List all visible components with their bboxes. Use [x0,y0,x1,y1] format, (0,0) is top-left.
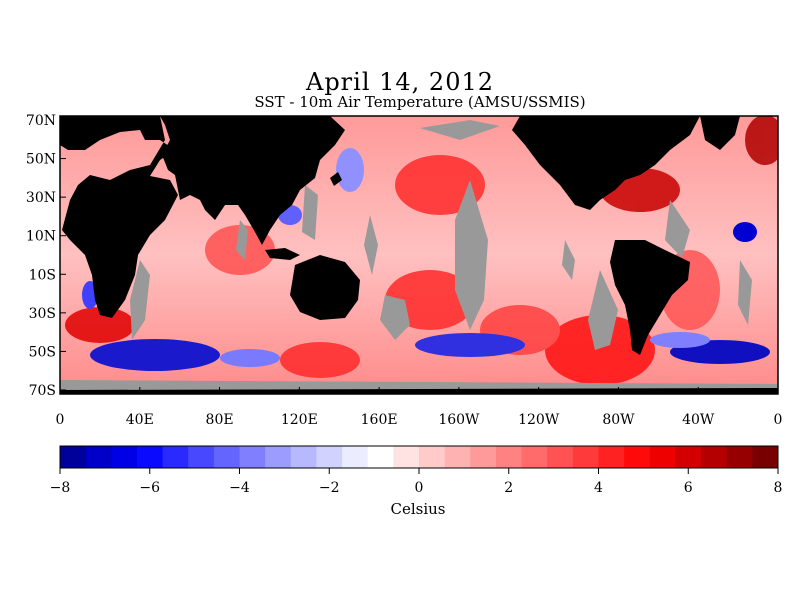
asia-land [160,116,345,245]
lon-tick-label: 80E [206,412,234,428]
lon-tick-label: 160W [438,412,480,428]
lat-tick-label: 70S [29,383,56,399]
japan-islands [330,172,342,186]
greenland-land [700,116,740,150]
lat-tick-label: 30N [26,190,56,206]
lat-tick-label: 10N [26,229,56,245]
lat-tick-label: 10S [29,267,56,283]
lon-tick-label: 160E [361,412,398,428]
lon-tick-label: 80W [602,412,635,428]
lon-tick-label: 40E [126,412,154,428]
land-masses [60,116,778,394]
cool-anomaly-regions [82,148,770,371]
latitude-axis: 70N 50N 30N 10N 10S 30S 50S 70S [26,113,66,399]
lat-tick-label: 50N [26,152,56,168]
lon-tick-label: 120W [518,412,560,428]
longitude-axis: 0 40E 80E 120E 160E 160W 120W 80W 40W 0 [56,387,783,428]
north-america-land [512,116,700,210]
south-america-land [610,240,690,355]
australia-land [290,255,360,320]
colorbar-units-label: Celsius [390,500,446,518]
indonesia-islands [265,248,300,260]
lon-tick-label: 0 [56,412,65,428]
map-subtitle: SST - 10m Air Temperature (AMSU/SSMIS) [254,93,586,111]
map-title: April 14, 2012 [305,68,495,96]
lat-tick-label: 30S [29,306,56,322]
africa-europe-land [60,116,178,318]
lat-tick-label: 50S [29,344,56,360]
lon-tick-label: 40W [682,412,715,428]
lat-tick-label: 70N [26,113,56,129]
lon-tick-label: 0 [774,412,783,428]
lon-tick-label: 120E [281,412,318,428]
